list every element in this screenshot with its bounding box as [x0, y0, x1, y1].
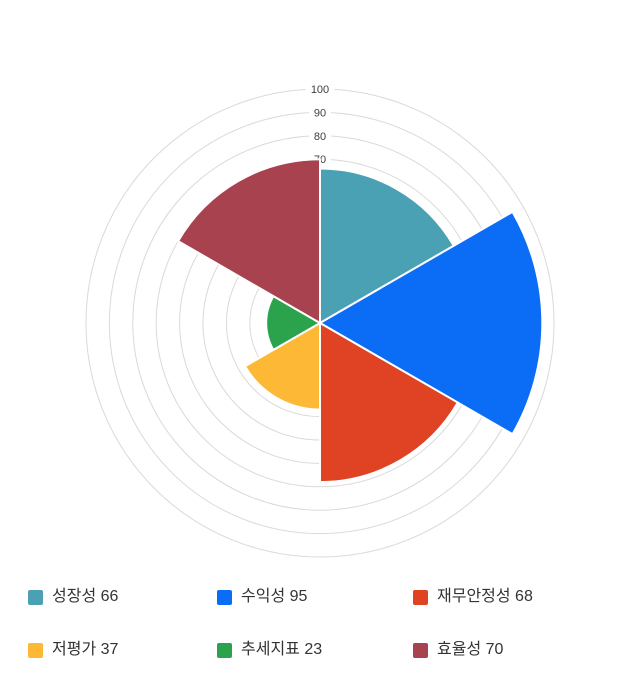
axis-tick-label: 100 — [311, 84, 329, 96]
axis-label-backing — [309, 128, 331, 143]
legend-item-4[interactable]: 저평가 37 — [28, 642, 118, 658]
chart-sector-1[interactable] — [319, 167, 455, 324]
chart-sector-6[interactable] — [177, 158, 321, 324]
chart-legend: 성장성 66 수익성 95 재무안정성 68 저평가 37 추세지표 23 효율성 70 — [0, 575, 640, 700]
axis-label-backing — [305, 82, 335, 96]
radial-axis-labels: 100908070 — [305, 82, 335, 167]
polar-rose-chart: 100908070 — [85, 82, 555, 558]
chart-sectors — [177, 158, 544, 484]
legend-swatch-icon — [28, 642, 43, 658]
legend-label: 수익성 95 — [241, 588, 308, 605]
legend-swatch-icon — [28, 589, 43, 605]
legend-swatch-icon — [413, 642, 428, 658]
axis-tick-label: 80 — [314, 131, 326, 143]
legend-label: 재무안정성 68 — [437, 588, 533, 605]
legend-swatch-icon — [413, 589, 428, 605]
legend-label: 추세지표 23 — [241, 641, 323, 658]
chart-sector-5[interactable] — [265, 295, 321, 351]
legend-item-1[interactable]: 성장성 66 — [28, 589, 118, 605]
chart-sector-4[interactable] — [244, 322, 321, 411]
legend-label: 성장성 66 — [52, 588, 119, 605]
legend-item-6[interactable]: 효율성 70 — [413, 642, 503, 658]
legend-label: 효율성 70 — [437, 641, 504, 658]
legend-item-2[interactable]: 수익성 95 — [217, 589, 307, 605]
legend-item-3[interactable]: 재무안정성 68 — [413, 589, 533, 605]
chart-sector-3[interactable] — [319, 322, 459, 484]
chart-sector-2[interactable] — [319, 210, 544, 436]
legend-swatch-icon — [217, 642, 232, 658]
legend-item-5[interactable]: 추세지표 23 — [217, 642, 322, 658]
legend-label: 저평가 37 — [52, 641, 119, 658]
axis-label-backing — [309, 105, 331, 120]
axis-tick-label: 90 — [314, 107, 326, 119]
legend-swatch-icon — [217, 589, 232, 605]
